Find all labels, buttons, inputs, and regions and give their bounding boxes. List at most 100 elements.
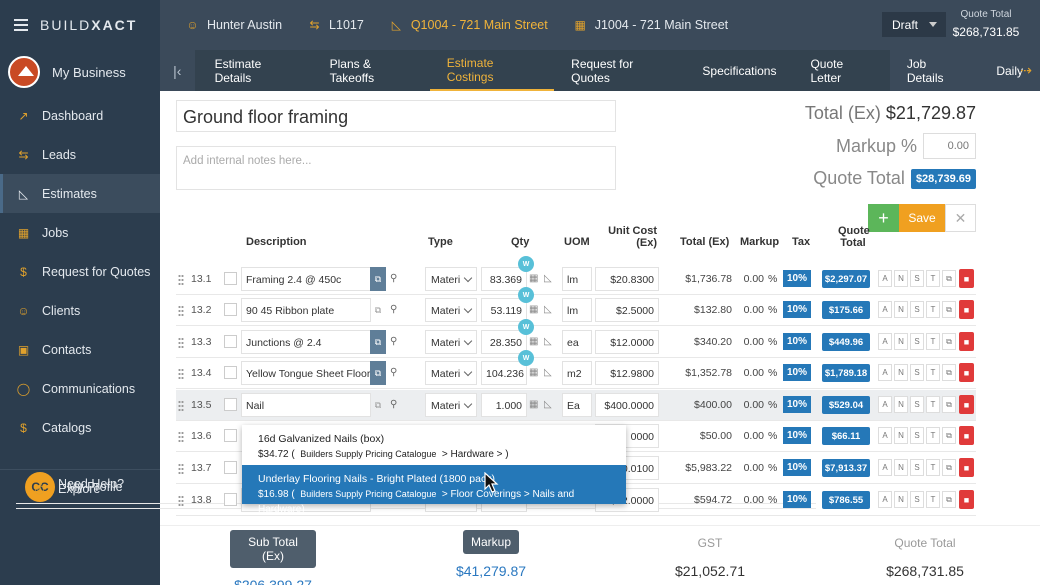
tax-badge[interactable]: 10% (783, 396, 811, 413)
row-checkbox[interactable] (224, 429, 237, 442)
markup-value[interactable]: 0.00 (743, 304, 764, 316)
copy-icon[interactable]: ⧉ (942, 427, 956, 444)
row-action-s[interactable]: S (910, 364, 924, 381)
lead-link[interactable]: ⇆ L1017 (309, 18, 364, 32)
calculator-icon[interactable]: ▦ (529, 273, 539, 284)
calculator-icon[interactable]: ▦ (529, 399, 539, 410)
row-checkbox[interactable] (224, 461, 237, 474)
hamburger-menu-icon[interactable] (14, 19, 28, 31)
row-action-t[interactable]: T (926, 459, 940, 476)
tax-badge[interactable]: 10% (783, 427, 811, 444)
row-action-n[interactable]: N (894, 396, 908, 413)
row-checkbox[interactable] (224, 398, 237, 411)
client-link[interactable]: ☺ Hunter Austin (186, 18, 283, 32)
markup-value[interactable]: 0.00 (743, 367, 764, 379)
row-checkbox[interactable] (224, 493, 237, 506)
description-input[interactable]: Yellow Tongue Sheet Floorin (241, 361, 371, 385)
drag-handle-icon[interactable] (178, 274, 184, 285)
type-select[interactable]: Materi (425, 330, 477, 354)
delete-icon[interactable]: ■ (959, 490, 974, 509)
sidebar-item-jobs[interactable]: ▦ Jobs (17, 225, 69, 240)
sidebar-item-dashboard[interactable]: ↗ Dashboard (18, 108, 104, 123)
row-action-t[interactable]: T (926, 396, 940, 413)
uom-input[interactable]: ea (562, 330, 592, 354)
link-catalog-icon[interactable]: ⧉ (374, 304, 382, 315)
tab-daily[interactable]: Daily (979, 50, 1040, 91)
explore-link[interactable]: ◎ Explore (16, 470, 816, 509)
workflow-badge[interactable]: W (518, 256, 534, 272)
delete-icon[interactable]: ■ (959, 332, 974, 351)
search-icon[interactable]: ⚲ (390, 304, 398, 315)
type-select[interactable]: Materi (425, 361, 477, 385)
tab-scroll-left-icon[interactable]: |‹ (173, 62, 182, 79)
type-select[interactable]: Materi (425, 393, 477, 417)
unit-cost-input[interactable]: $20.8300 (595, 267, 659, 291)
tax-badge[interactable]: 10% (783, 270, 811, 287)
type-select[interactable]: Materi (425, 298, 477, 322)
search-icon[interactable]: ⚲ (390, 399, 398, 410)
description-input[interactable]: Junctions @ 2.4 (241, 330, 371, 354)
uom-input[interactable]: Ea (562, 393, 592, 417)
row-action-t[interactable]: T (926, 333, 940, 350)
row-action-a[interactable]: A (878, 270, 892, 287)
row-action-s[interactable]: S (910, 301, 924, 318)
row-action-s[interactable]: S (910, 396, 924, 413)
tab-specifications[interactable]: Specifications (685, 50, 794, 91)
search-icon[interactable]: ⚲ (390, 273, 398, 284)
takeoff-icon[interactable]: ◺ (544, 336, 552, 347)
drag-handle-icon[interactable] (178, 431, 184, 442)
copy-icon[interactable]: ⧉ (942, 364, 956, 381)
takeoff-icon[interactable]: ◺ (544, 367, 552, 378)
description-input[interactable]: Nail (241, 393, 371, 417)
markup-value[interactable]: 0.00 (743, 430, 764, 442)
calculator-icon[interactable]: ▦ (529, 336, 539, 347)
workflow-badge[interactable]: W (518, 350, 534, 366)
delete-icon[interactable]: ■ (959, 426, 974, 445)
row-action-a[interactable]: A (878, 396, 892, 413)
tax-badge[interactable]: 10% (783, 459, 811, 476)
tab-quote-letter[interactable]: Quote Letter (793, 50, 890, 91)
row-action-n[interactable]: N (894, 301, 908, 318)
row-checkbox[interactable] (224, 272, 237, 285)
delete-icon[interactable]: ■ (959, 458, 974, 477)
markup-value[interactable]: 0.00 (743, 336, 764, 348)
app-logo[interactable]: BUILDXACT (40, 17, 138, 33)
tab-scroll-right-icon[interactable]: ⇢ (1020, 62, 1032, 78)
qty-input[interactable]: 104.236 (481, 361, 527, 385)
tax-badge[interactable]: 10% (783, 491, 811, 508)
calculator-icon[interactable]: ▦ (529, 304, 539, 315)
drag-handle-icon[interactable] (178, 337, 184, 348)
drag-handle-icon[interactable] (178, 305, 184, 316)
internal-notes-input[interactable]: Add internal notes here... (176, 146, 616, 190)
row-action-a[interactable]: A (878, 333, 892, 350)
row-action-n[interactable]: N (894, 491, 908, 508)
workflow-badge[interactable]: W (518, 287, 534, 303)
search-icon[interactable]: ⚲ (390, 367, 398, 378)
row-action-n[interactable]: N (894, 364, 908, 381)
sidebar-item-contacts[interactable]: ▣ Contacts (17, 342, 92, 357)
uom-input[interactable]: lm (562, 298, 592, 322)
type-select[interactable]: Materi (425, 267, 477, 291)
row-action-t[interactable]: T (926, 301, 940, 318)
row-action-n[interactable]: N (894, 459, 908, 476)
unit-cost-input[interactable]: $12.0000 (595, 330, 659, 354)
markup-input[interactable]: 0.00 (923, 133, 976, 159)
qty-input[interactable]: 53.119 (481, 298, 527, 322)
drag-handle-icon[interactable] (178, 495, 184, 506)
link-catalog-icon[interactable]: ⧉ (370, 361, 386, 385)
sidebar-item-communications[interactable]: ◯ Communications (16, 381, 136, 396)
unit-cost-input[interactable]: $400.0000 (595, 393, 659, 417)
takeoff-icon[interactable]: ◺ (544, 273, 552, 284)
markup-value[interactable]: 0.00 (743, 273, 764, 285)
row-action-a[interactable]: A (878, 491, 892, 508)
delete-icon[interactable]: ■ (959, 363, 974, 382)
delete-icon[interactable]: ■ (959, 269, 974, 288)
uom-input[interactable]: m2 (562, 361, 592, 385)
link-catalog-icon[interactable]: ⧉ (374, 399, 382, 410)
suggestion-option[interactable]: 16d Galvanized Nails (box) $34.72 ( Buil… (258, 433, 509, 460)
sidebar-item-clients[interactable]: ☺ Clients (17, 303, 81, 318)
unit-cost-input[interactable]: $12.9800 (595, 361, 659, 385)
row-checkbox[interactable] (224, 303, 237, 316)
delete-icon[interactable]: ■ (959, 395, 974, 414)
row-action-n[interactable]: N (894, 333, 908, 350)
